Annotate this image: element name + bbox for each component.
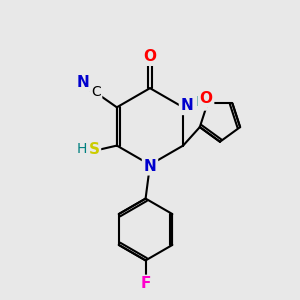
- Text: F: F: [140, 277, 151, 292]
- Text: H: H: [76, 142, 87, 155]
- Text: N: N: [77, 75, 89, 90]
- Text: S: S: [88, 142, 99, 158]
- Text: N: N: [181, 98, 194, 113]
- Text: C: C: [91, 85, 100, 99]
- Text: O: O: [200, 91, 212, 106]
- Text: O: O: [143, 49, 157, 64]
- Text: H: H: [196, 95, 206, 109]
- Text: N: N: [144, 159, 156, 174]
